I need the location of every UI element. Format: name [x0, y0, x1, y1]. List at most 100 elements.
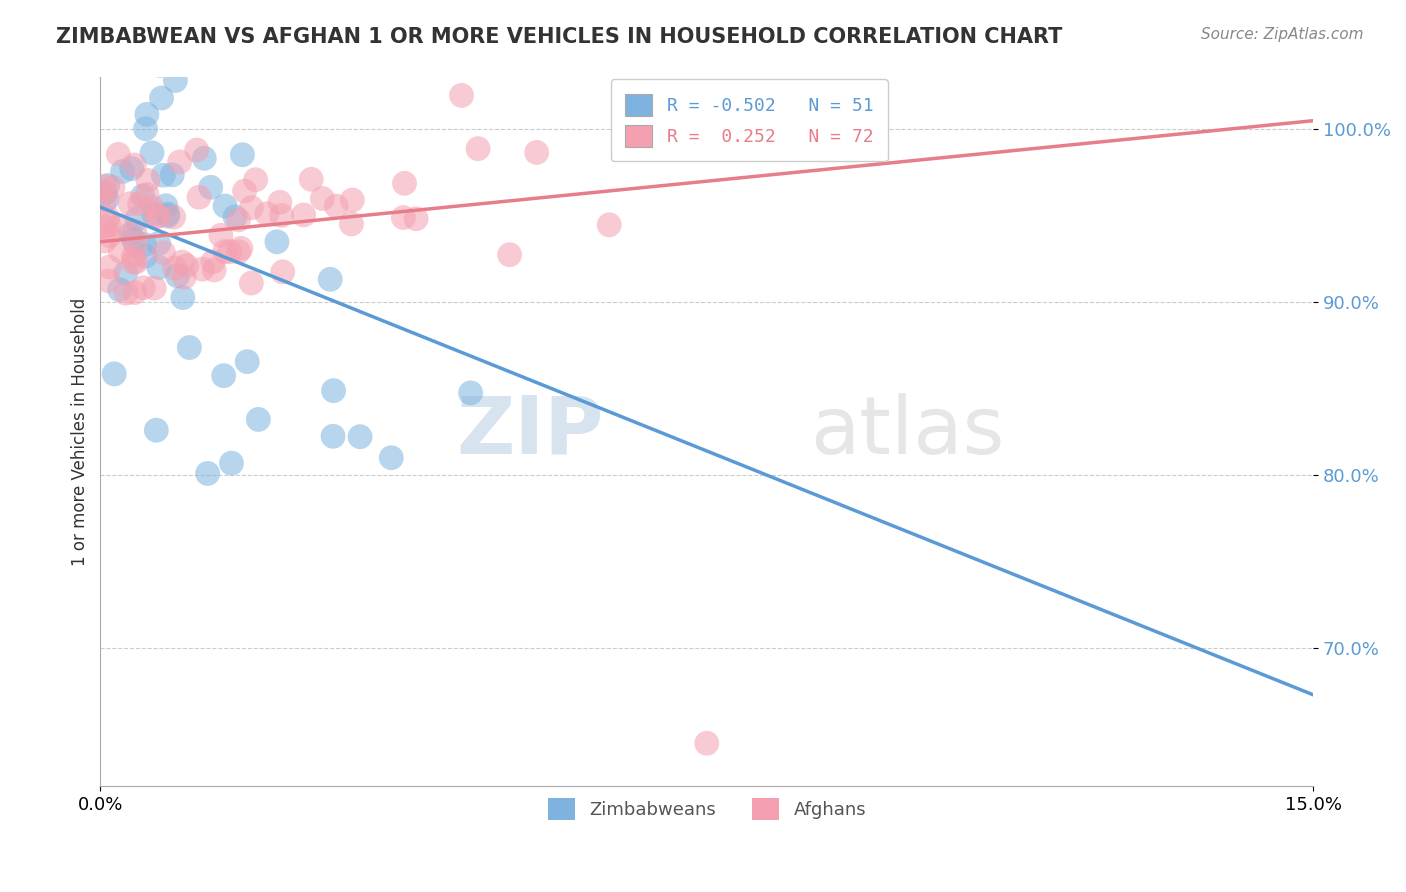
Point	[162, 168, 184, 182]
Legend: Zimbabweans, Afghans: Zimbabweans, Afghans	[533, 783, 880, 834]
Point	[209, 228, 232, 243]
Point	[134, 249, 156, 263]
Point	[149, 58, 172, 72]
Point	[191, 262, 214, 277]
Point	[186, 143, 208, 157]
Point	[173, 270, 195, 285]
Point	[97, 274, 120, 288]
Point	[392, 211, 415, 225]
Point	[112, 56, 135, 70]
Point	[224, 210, 246, 224]
Point	[228, 244, 250, 259]
Point	[150, 91, 173, 105]
Point	[97, 178, 120, 193]
Point	[325, 199, 347, 213]
Point	[450, 88, 472, 103]
Point	[141, 200, 163, 214]
Point	[125, 211, 148, 226]
Point	[270, 209, 292, 223]
Point	[233, 184, 256, 198]
Point	[349, 430, 371, 444]
Point	[188, 190, 211, 204]
Point	[202, 263, 225, 277]
Point	[93, 186, 115, 201]
Point	[498, 248, 520, 262]
Point	[103, 367, 125, 381]
Point	[696, 736, 718, 750]
Point	[143, 281, 166, 295]
Point	[165, 73, 187, 87]
Point	[142, 207, 165, 221]
Point	[93, 179, 115, 194]
Point	[152, 245, 174, 260]
Point	[110, 244, 132, 259]
Point	[214, 244, 236, 259]
Point	[114, 266, 136, 280]
Point	[193, 151, 215, 165]
Point	[97, 218, 120, 232]
Point	[108, 283, 131, 297]
Point	[467, 142, 489, 156]
Point	[136, 187, 159, 202]
Point	[405, 211, 427, 226]
Point	[292, 208, 315, 222]
Point	[221, 456, 243, 470]
Text: ZIMBABWEAN VS AFGHAN 1 OR MORE VEHICLES IN HOUSEHOLD CORRELATION CHART: ZIMBABWEAN VS AFGHAN 1 OR MORE VEHICLES …	[56, 27, 1063, 46]
Point	[156, 209, 179, 223]
Point	[121, 161, 143, 176]
Point	[124, 285, 146, 300]
Point	[231, 147, 253, 161]
Point	[148, 236, 170, 251]
Point	[311, 192, 333, 206]
Point	[200, 180, 222, 194]
Point	[148, 209, 170, 223]
Point	[219, 244, 242, 259]
Point	[176, 259, 198, 273]
Text: Source: ZipAtlas.com: Source: ZipAtlas.com	[1201, 27, 1364, 42]
Point	[128, 196, 150, 211]
Point	[122, 233, 145, 247]
Point	[134, 237, 156, 252]
Point	[122, 250, 145, 264]
Point	[93, 219, 115, 234]
Point	[101, 180, 124, 194]
Point	[228, 213, 250, 227]
Text: ZIP: ZIP	[457, 393, 603, 471]
Point	[256, 207, 278, 221]
Y-axis label: 1 or more Vehicles in Household: 1 or more Vehicles in Household	[72, 298, 89, 566]
Point	[172, 255, 194, 269]
Point	[93, 234, 115, 248]
Point	[97, 211, 120, 225]
Point	[97, 28, 120, 42]
Point	[135, 121, 157, 136]
Point	[108, 219, 131, 233]
Point	[394, 177, 416, 191]
Text: atlas: atlas	[810, 393, 1004, 471]
Point	[179, 341, 201, 355]
Point	[115, 286, 138, 301]
Point	[201, 254, 224, 268]
Point	[125, 255, 148, 269]
Point	[98, 228, 121, 243]
Point	[131, 189, 153, 203]
Point	[247, 412, 270, 426]
Point	[460, 385, 482, 400]
Point	[152, 168, 174, 182]
Point	[98, 260, 121, 274]
Point	[132, 281, 155, 295]
Point	[240, 201, 263, 215]
Point	[526, 145, 548, 160]
Point	[340, 217, 363, 231]
Point	[342, 193, 364, 207]
Point	[245, 172, 267, 186]
Point	[598, 218, 620, 232]
Point	[319, 272, 342, 286]
Point	[148, 260, 170, 275]
Point	[120, 196, 142, 211]
Point	[156, 207, 179, 221]
Point	[169, 155, 191, 169]
Point	[125, 238, 148, 252]
Point	[146, 210, 169, 224]
Point	[214, 199, 236, 213]
Point	[166, 268, 188, 283]
